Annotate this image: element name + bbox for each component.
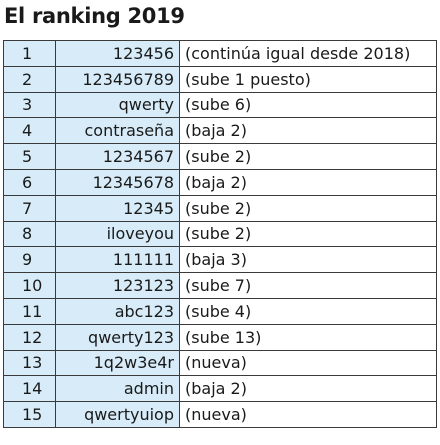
rank-cell: 3 bbox=[3, 91, 56, 119]
change-cell: (nueva) bbox=[179, 401, 437, 428]
password-cell: 12345678 bbox=[55, 168, 180, 196]
table-row: 10 123123 (sube 7) bbox=[3, 272, 437, 299]
rank-cell: 8 bbox=[3, 220, 56, 248]
rank-cell: 14 bbox=[3, 375, 56, 403]
password-cell: contraseña bbox=[55, 117, 180, 145]
rank-cell: 7 bbox=[3, 194, 56, 222]
table-row: 3 qwerty (sube 6) bbox=[3, 91, 437, 119]
change-cell: (sube 2) bbox=[179, 194, 437, 222]
password-cell: iloveyou bbox=[55, 220, 180, 248]
change-cell: (continúa igual desde 2018) bbox=[179, 40, 437, 67]
change-cell: (nueva) bbox=[179, 349, 437, 377]
change-cell: (sube 2) bbox=[179, 220, 437, 248]
rank-cell: 13 bbox=[3, 349, 56, 377]
table-row: 5 1234567 (sube 2) bbox=[3, 143, 437, 170]
change-cell: (sube 1 puesto) bbox=[179, 65, 437, 93]
table-row: 1 123456 (continúa igual desde 2018) bbox=[3, 40, 437, 67]
password-cell: 123123 bbox=[55, 272, 180, 299]
table-row: 14 admin (baja 2) bbox=[3, 375, 437, 403]
change-cell: (sube 13) bbox=[179, 323, 437, 351]
rank-cell: 6 bbox=[3, 168, 56, 196]
password-cell: qwerty123 bbox=[55, 323, 180, 351]
rank-cell: 5 bbox=[3, 143, 56, 170]
change-cell: (baja 2) bbox=[179, 168, 437, 196]
password-cell: admin bbox=[55, 375, 180, 403]
password-cell: 111111 bbox=[55, 246, 180, 274]
password-cell: 1q2w3e4r bbox=[55, 349, 180, 377]
change-cell: (baja 2) bbox=[179, 375, 437, 403]
rank-cell: 15 bbox=[3, 401, 56, 428]
rank-cell: 11 bbox=[3, 297, 56, 325]
password-cell: abc123 bbox=[55, 297, 180, 325]
rank-cell: 2 bbox=[3, 65, 56, 93]
change-cell: (sube 6) bbox=[179, 91, 437, 119]
table-row: 11 abc123 (sube 4) bbox=[3, 297, 437, 325]
change-cell: (sube 7) bbox=[179, 272, 437, 299]
change-cell: (sube 2) bbox=[179, 143, 437, 170]
table-row: 9 111111 (baja 3) bbox=[3, 246, 437, 274]
table-row: 7 12345 (sube 2) bbox=[3, 194, 437, 222]
table-row: 6 12345678 (baja 2) bbox=[3, 168, 437, 196]
ranking-table: 1 123456 (continúa igual desde 2018) 2 12345… bbox=[3, 40, 437, 428]
password-cell: 1234567 bbox=[55, 143, 180, 170]
password-cell: qwertyuiop bbox=[55, 401, 180, 428]
change-cell: (baja 3) bbox=[179, 246, 437, 274]
table-row: 13 1q2w3e4r (nueva) bbox=[3, 349, 437, 377]
table-row: 12 qwerty123 (sube 13) bbox=[3, 323, 437, 351]
password-cell: 12345 bbox=[55, 194, 180, 222]
password-cell: 123456 bbox=[55, 40, 180, 67]
table-row: 8 iloveyou (sube 2) bbox=[3, 220, 437, 248]
table-row: 2 123456789 (sube 1 puesto) bbox=[3, 65, 437, 93]
rank-cell: 1 bbox=[3, 40, 56, 67]
rank-cell: 9 bbox=[3, 246, 56, 274]
title: El ranking 2019 bbox=[4, 4, 185, 28]
rank-cell: 10 bbox=[3, 272, 56, 299]
table-row: 4 contraseña (baja 2) bbox=[3, 117, 437, 145]
change-cell: (sube 4) bbox=[179, 297, 437, 325]
rank-cell: 12 bbox=[3, 323, 56, 351]
change-cell: (baja 2) bbox=[179, 117, 437, 145]
password-cell: 123456789 bbox=[55, 65, 180, 93]
rank-cell: 4 bbox=[3, 117, 56, 145]
password-cell: qwerty bbox=[55, 91, 180, 119]
table-body: 1 123456 (continúa igual desde 2018) 2 12345… bbox=[3, 40, 437, 428]
table-row: 15 qwertyuiop (nueva) bbox=[3, 401, 437, 428]
